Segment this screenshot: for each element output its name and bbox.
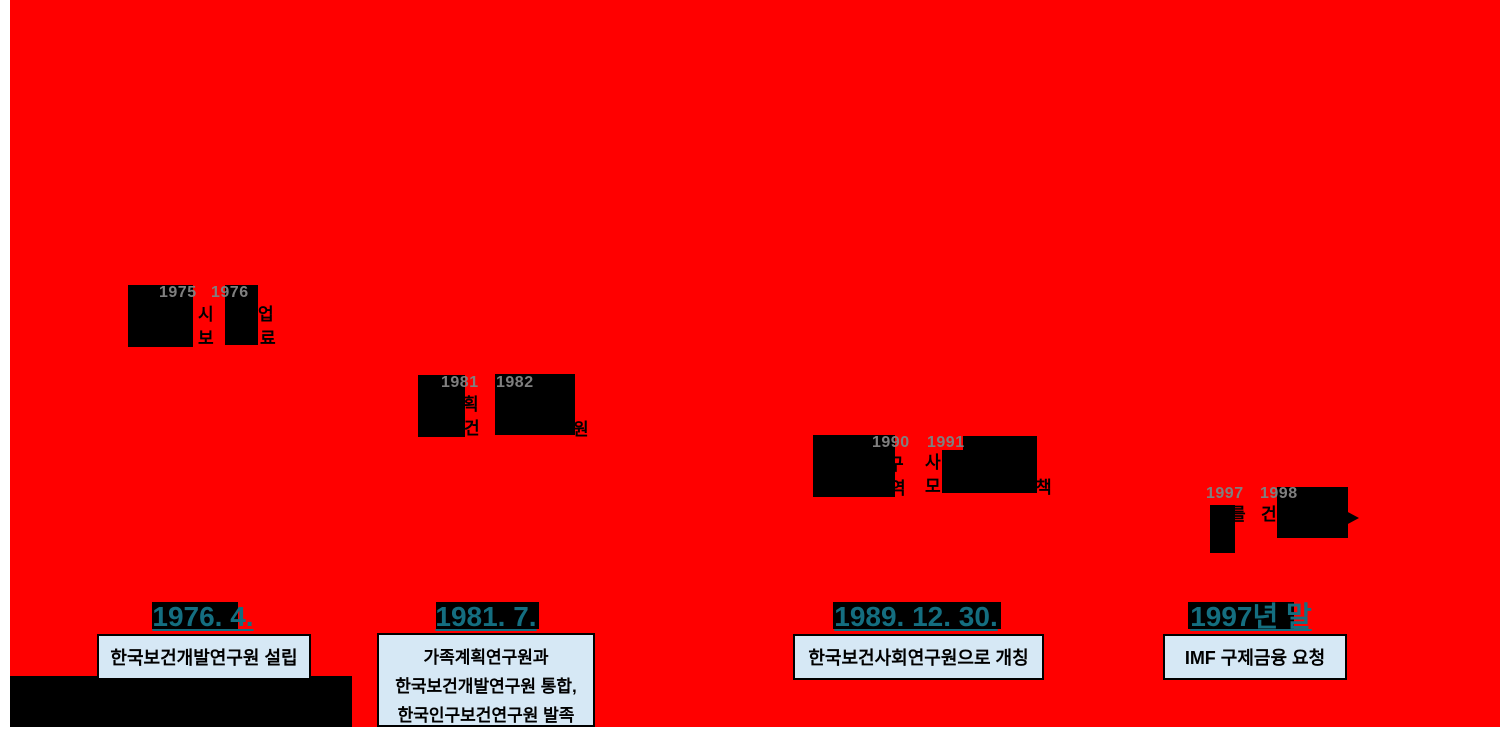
milestone-date-1997: 1997년 말 [1190, 601, 1312, 632]
year-label-1990: 1990 [872, 434, 910, 451]
year-label-1982: 1982 [496, 374, 534, 391]
year-label-1981: 1981 [441, 374, 479, 391]
note-line: 한국보건개발연구원 설립 [110, 648, 298, 668]
caption-fragment: 사 [925, 453, 941, 472]
caption-fragment: 획 [463, 395, 479, 414]
redaction-box-1975 [128, 285, 193, 347]
year-label-1975: 1975 [159, 284, 197, 301]
milestone-date-1989: 1989. 12. 30. [834, 601, 998, 632]
redaction-box-1998 [1277, 487, 1348, 538]
redaction-box-1991-b [942, 450, 1037, 493]
caption-fragment: 료 [260, 329, 276, 348]
date-highlight-rect [152, 602, 238, 629]
milestone-note-1989: 한국보건사회연구원으로 개칭 [793, 634, 1044, 680]
note-line: 한국인구보건연구원 발족 [397, 706, 575, 725]
caption-fragment: 건 [1261, 505, 1277, 524]
note-line: 가족계획연구원과 [423, 648, 549, 667]
redaction-box-1982 [495, 374, 575, 435]
caption-fragment: 책 [1036, 478, 1052, 497]
redaction-box-1997 [1210, 505, 1235, 553]
redaction-box-1981 [418, 375, 465, 437]
caption-fragment: 원 [573, 420, 589, 439]
year-label-1991: 1991 [927, 434, 965, 451]
redaction-box-1976 [225, 285, 258, 345]
redaction-box-1990 [813, 435, 895, 497]
note-line: 한국보건사회연구원으로 개칭 [808, 648, 1029, 668]
redaction-bar-bottom [10, 676, 352, 727]
caption-fragment: 시 [198, 305, 214, 324]
year-label-1998: 1998 [1260, 485, 1298, 502]
year-label-1997: 1997 [1206, 485, 1244, 502]
caption-fragment: 모 [925, 477, 941, 496]
arrow-right-icon [1346, 511, 1359, 525]
caption-fragment: 건 [464, 419, 480, 438]
note-line: IMF 구제금융 요청 [1184, 648, 1326, 668]
milestone-date-1981: 1981. 7. [435, 601, 537, 632]
date-highlight-rect [436, 602, 539, 629]
milestone-date-1976: 1976. 4. [152, 601, 254, 632]
milestone-note-1997: IMF 구제금융 요청 [1163, 634, 1347, 680]
caption-fragment: 보 [198, 329, 214, 348]
caption-fragment: 업 [258, 305, 274, 324]
date-highlight-rect [1188, 602, 1294, 629]
date-highlight-rect [833, 602, 1001, 629]
year-label-1976: 1976 [211, 284, 249, 301]
milestone-note-1981: 가족계획연구원과 한국보건개발연구원 통합, 한국인구보건연구원 발족 [377, 633, 595, 727]
milestone-note-1976: 한국보건개발연구원 설립 [97, 634, 311, 680]
note-line: 한국보건개발연구원 통합, [395, 677, 577, 696]
